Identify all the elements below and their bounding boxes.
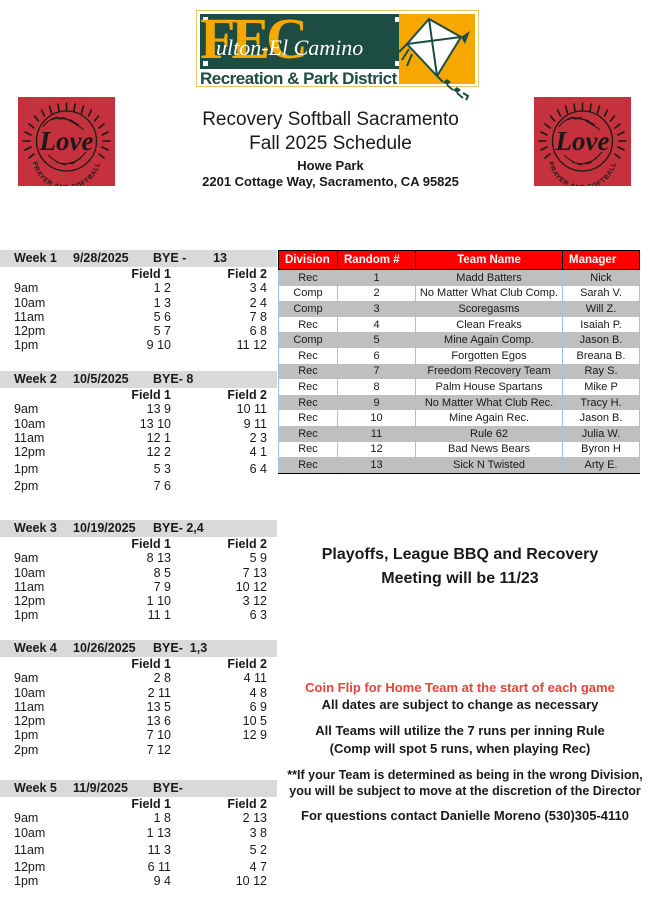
svg-text:PRAYER AND SOFTBALL: PRAYER AND SOFTBALL <box>31 161 102 186</box>
svg-text:PRAYER AND SOFTBALL: PRAYER AND SOFTBALL <box>547 161 618 186</box>
svg-text:Love: Love <box>555 126 610 156</box>
svg-text:Love: Love <box>39 126 94 156</box>
svg-text:·: · <box>91 155 93 162</box>
svg-text:·: · <box>40 155 42 162</box>
